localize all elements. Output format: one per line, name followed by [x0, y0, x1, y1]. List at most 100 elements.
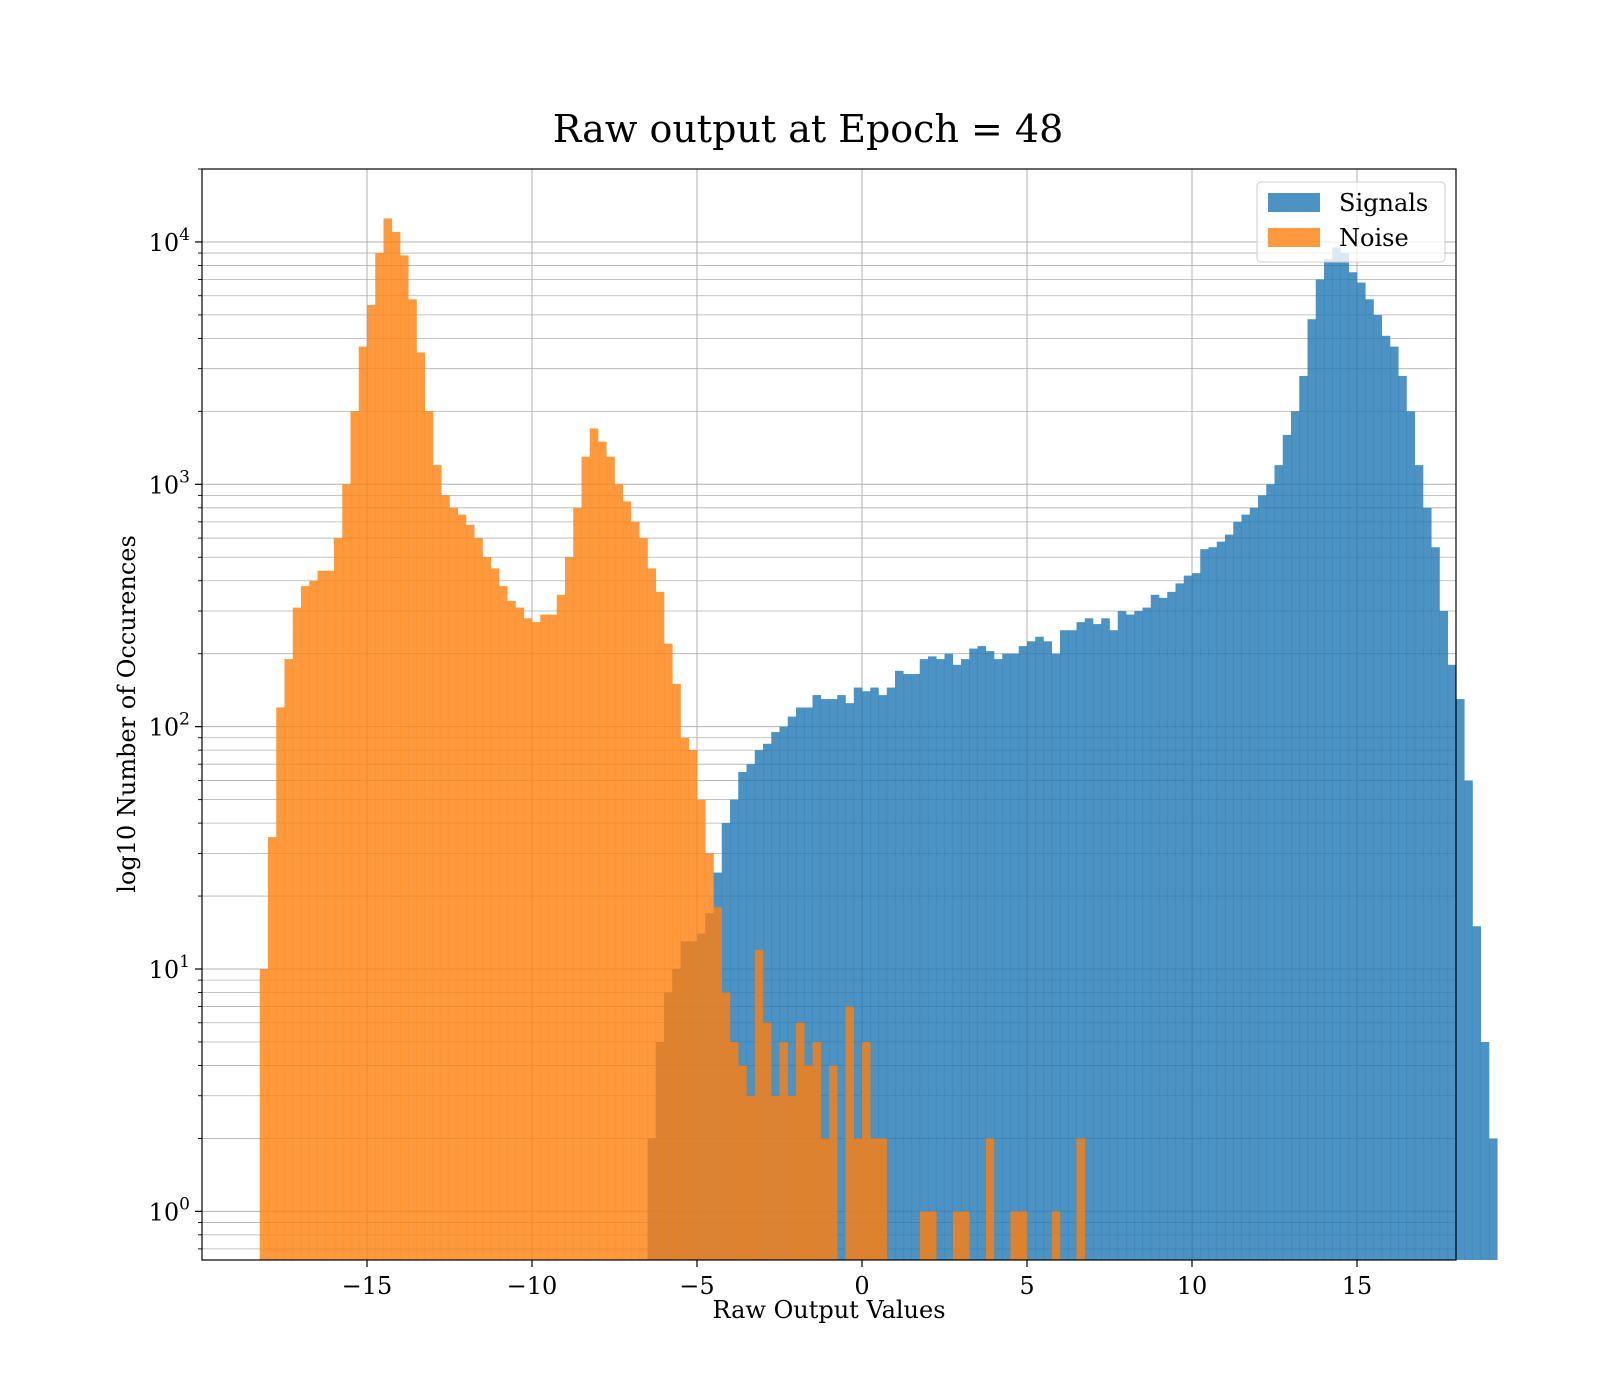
bar-signals — [1200, 549, 1209, 1260]
bar-noise — [878, 1138, 888, 1260]
bar-signals — [886, 687, 896, 1260]
bar-signals — [829, 699, 838, 1260]
bar-signals — [1447, 664, 1457, 1260]
bar-noise — [358, 346, 368, 1260]
bar-noise — [342, 484, 351, 1261]
bar-noise — [985, 1138, 995, 1260]
bar-noise — [391, 231, 401, 1261]
bar-noise — [317, 570, 327, 1260]
bar-signals — [1332, 247, 1341, 1260]
bar-signals — [994, 659, 1003, 1260]
bar-noise — [771, 1095, 780, 1260]
bar-noise — [408, 299, 417, 1261]
bar-signals — [1175, 583, 1185, 1260]
bar-signals — [820, 699, 830, 1260]
bar-signals — [878, 695, 888, 1260]
bar-noise — [738, 1065, 747, 1260]
bar-noise — [845, 1006, 855, 1260]
bar-noise — [812, 1041, 822, 1260]
bar-signals — [1241, 514, 1251, 1260]
bar-signals — [1225, 534, 1234, 1260]
bar-noise — [292, 607, 302, 1260]
bar-noise — [713, 907, 723, 1260]
plot-frame — [201, 168, 1457, 1261]
y-axis-ticks: 100 101 102 103 104 — [149, 168, 202, 1250]
bar-noise — [952, 1211, 962, 1260]
bar-signals — [1134, 611, 1143, 1260]
histogram-bars — [259, 218, 1498, 1261]
y-tick-label: 102 — [149, 710, 190, 742]
bar-noise — [515, 607, 525, 1260]
bar-signals — [837, 695, 846, 1260]
bar-signals — [1423, 507, 1432, 1260]
y-tick-label: 100 — [149, 1194, 190, 1226]
bar-signals — [796, 707, 805, 1260]
bar-signals — [1299, 375, 1308, 1260]
x-tick-label: −5 — [679, 1272, 714, 1300]
bar-noise — [466, 524, 475, 1260]
bar-signals — [862, 691, 871, 1260]
bar-signals — [1117, 611, 1127, 1260]
bar-signals — [1464, 780, 1473, 1260]
bar-signals — [1489, 1138, 1498, 1260]
bar-noise — [284, 659, 294, 1260]
bar-noise — [598, 441, 607, 1260]
bar-noise — [523, 618, 533, 1260]
bar-noise — [556, 594, 566, 1260]
bar-noise — [1010, 1211, 1020, 1260]
bar-noise — [499, 586, 508, 1260]
bar-noise — [829, 1065, 838, 1260]
bar-noise — [441, 495, 450, 1261]
bar-signals — [1035, 636, 1044, 1260]
bar-noise — [680, 737, 690, 1260]
bar-noise — [581, 456, 591, 1260]
bar-noise — [507, 600, 516, 1260]
bar-signals — [1315, 279, 1325, 1260]
bar-signals — [928, 656, 937, 1260]
bar-signals — [1043, 641, 1053, 1260]
bar-signals — [763, 743, 772, 1260]
x-tick-label: 5 — [1019, 1272, 1034, 1300]
bar-noise — [449, 507, 459, 1260]
bar-noise — [746, 1095, 756, 1260]
chart-title: Raw output at Epoch = 48 — [553, 107, 1064, 151]
bar-noise — [268, 837, 277, 1260]
legend-label-signals: Signals — [1339, 189, 1428, 217]
bar-noise — [482, 557, 492, 1260]
bar-noise — [787, 1095, 797, 1260]
bar-noise — [325, 570, 335, 1260]
bar-noise — [301, 586, 310, 1260]
y-tick-label: 101 — [149, 952, 190, 984]
bar-noise — [639, 538, 648, 1260]
bar-signals — [969, 648, 978, 1260]
bar-signals — [903, 673, 912, 1260]
bar-noise — [647, 568, 657, 1260]
bar-noise — [565, 557, 574, 1260]
bar-signals — [895, 670, 904, 1260]
bar-signals — [1398, 375, 1407, 1260]
bar-signals — [985, 651, 995, 1260]
bar-noise — [589, 428, 599, 1261]
bar-noise — [350, 411, 360, 1260]
bar-noise — [672, 683, 681, 1260]
bar-signals — [1291, 411, 1300, 1260]
bar-signals — [845, 703, 855, 1260]
bar-noise — [820, 1138, 830, 1260]
bar-noise — [400, 255, 409, 1261]
x-axis-ticks: −15 −10 −5 0 5 10 15 — [342, 1260, 1372, 1300]
bar-noise — [375, 253, 384, 1260]
bar-noise — [1051, 1211, 1061, 1260]
bar-signals — [1365, 299, 1374, 1261]
bar-signals — [812, 695, 822, 1260]
bar-noise — [730, 1041, 739, 1260]
bar-signals — [1373, 314, 1383, 1260]
bar-noise — [779, 1041, 789, 1260]
bar-signals — [1266, 484, 1275, 1261]
bar-signals — [787, 716, 797, 1260]
bar-signals — [1208, 547, 1218, 1260]
bar-noise — [853, 1138, 863, 1260]
bar-signals — [1282, 434, 1292, 1260]
bar-signals — [1018, 646, 1028, 1260]
